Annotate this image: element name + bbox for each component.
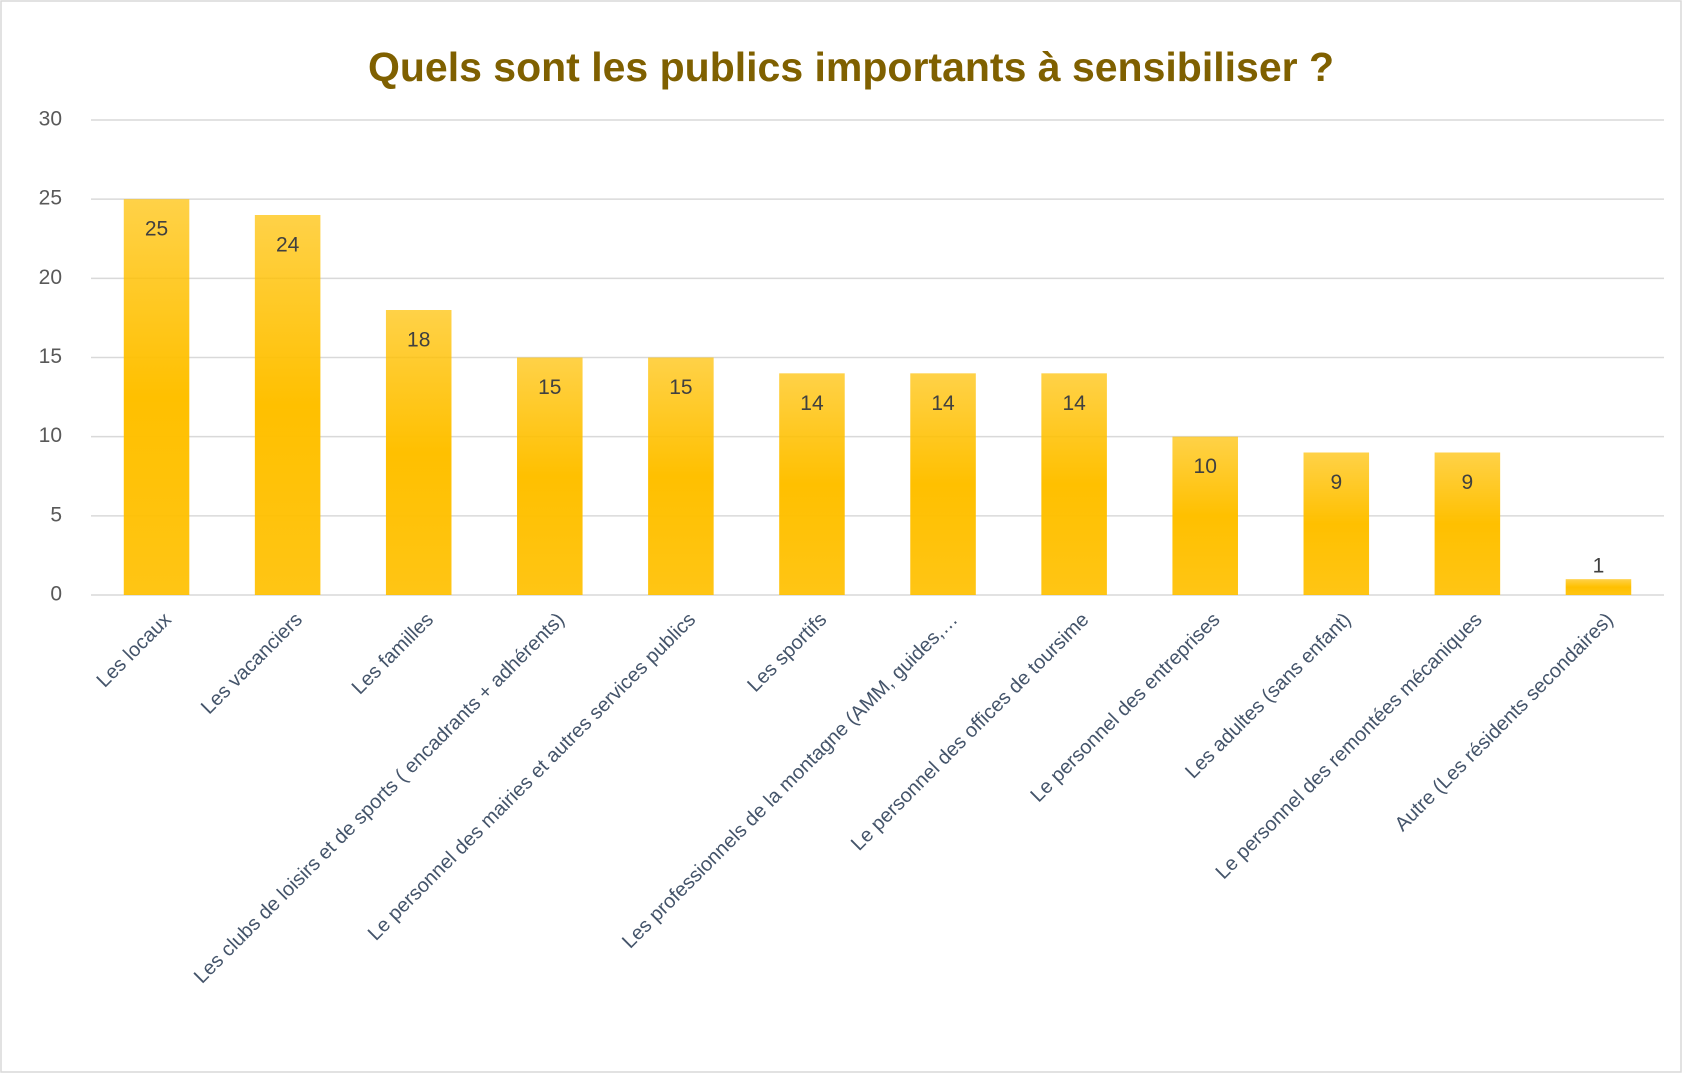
y-tick-label: 20 [39,266,62,289]
bar [1303,452,1370,595]
y-tick-label: 30 [39,108,62,131]
data-label: 15 [669,376,692,399]
chart-title: Quels sont les publics importants à sens… [368,44,1334,90]
data-label: 15 [538,376,561,399]
bar [517,357,583,595]
data-label: 1 [1593,555,1605,578]
bar [254,215,321,595]
y-tick-label: 10 [39,424,62,447]
bar [779,373,845,595]
data-label: 14 [1062,392,1086,415]
bar [1565,579,1632,595]
bar [1041,373,1107,595]
data-label: 25 [145,218,168,241]
data-label: 14 [800,392,824,415]
y-tick-label: 15 [39,345,62,368]
data-label: 9 [1462,471,1474,494]
data-label: 14 [931,392,955,415]
y-tick-label: 25 [39,187,62,210]
bar [123,199,190,595]
data-label: 10 [1194,455,1217,478]
y-tick-label: 5 [50,503,62,526]
bar [1434,452,1501,595]
bar [1172,436,1238,595]
data-label: 24 [276,234,300,257]
bar [910,373,976,595]
y-tick-label: 0 [50,583,62,606]
bar [385,310,452,595]
bar [648,357,714,595]
data-label: 18 [407,329,430,352]
data-label: 9 [1330,471,1342,494]
